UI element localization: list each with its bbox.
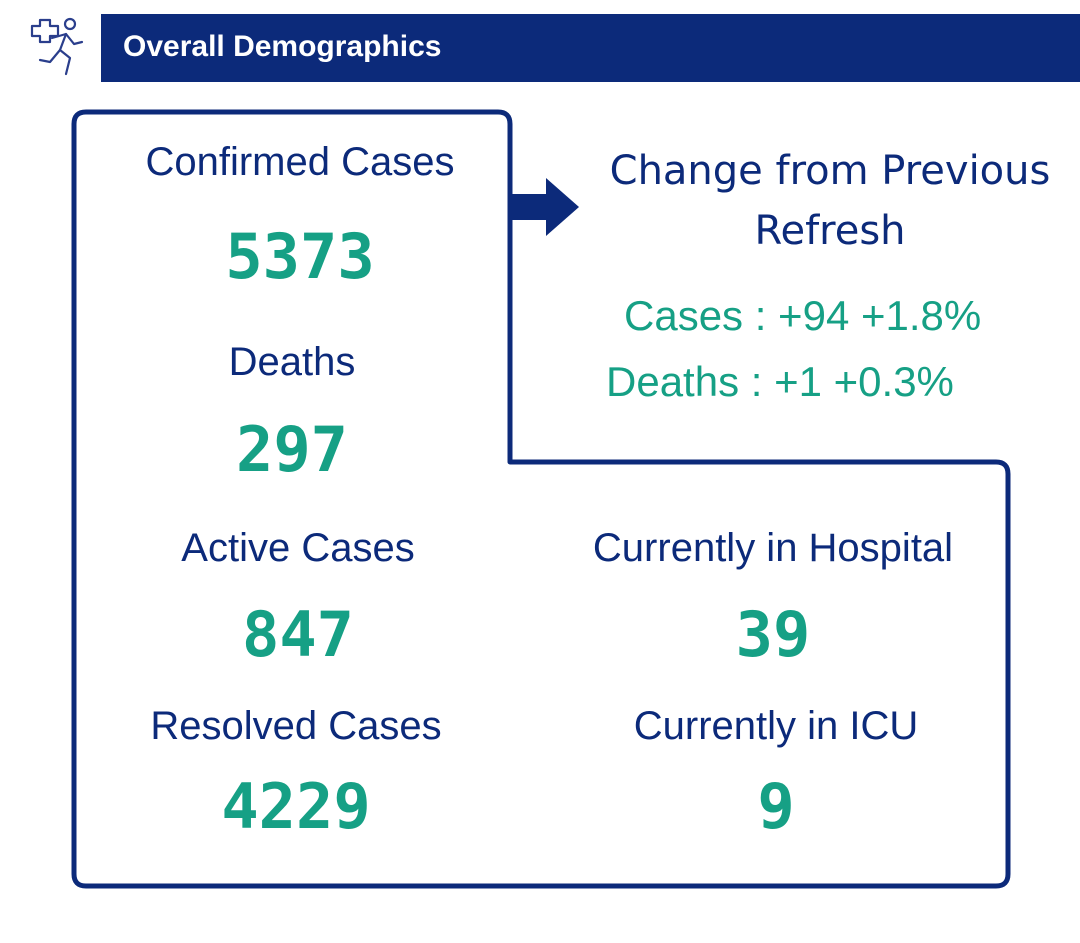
deaths-label: Deaths: [228, 340, 356, 384]
change-deaths: Deaths : +1 +0.3%: [606, 358, 954, 405]
header-bar: Overall Demographics: [101, 14, 1080, 82]
active-cases-value: 847: [242, 598, 354, 671]
icu-value: 9: [757, 770, 795, 843]
deaths-value: 297: [236, 413, 348, 486]
confirmed-cases-label: Confirmed Cases: [145, 140, 455, 184]
page-title: Overall Demographics: [123, 30, 442, 63]
change-title-line1: Change from Previous: [609, 148, 1051, 194]
confirmed-cases-value: 5373: [225, 220, 375, 293]
icu-label: Currently in ICU: [633, 704, 919, 748]
active-cases-label: Active Cases: [181, 526, 415, 570]
arrow-right-icon: [512, 178, 579, 236]
patient-running-icon: [30, 17, 84, 76]
resolved-cases-value: 4229: [221, 770, 371, 843]
resolved-cases-label: Resolved Cases: [150, 704, 442, 748]
hospital-label: Currently in Hospital: [592, 526, 954, 570]
change-title-line2: Refresh: [754, 208, 906, 254]
hospital-value: 39: [735, 598, 811, 671]
change-cases: Cases : +94 +1.8%: [624, 292, 982, 339]
